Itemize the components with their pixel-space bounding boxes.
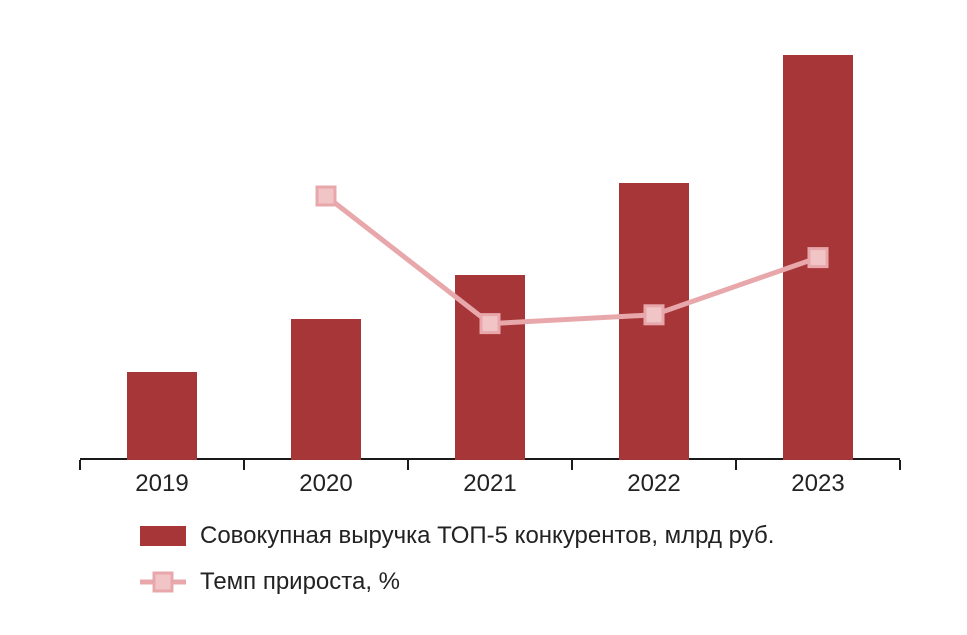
x-label: 2020 bbox=[299, 470, 352, 498]
line-marker bbox=[481, 315, 499, 333]
x-label: 2022 bbox=[627, 470, 680, 498]
x-label: 2021 bbox=[463, 470, 516, 498]
legend-item-bar: Совокупная выручка ТОП-5 конкурентов, мл… bbox=[140, 520, 860, 552]
line-layer bbox=[80, 20, 900, 460]
x-axis-labels: 2019 2020 2021 2022 2023 bbox=[80, 466, 900, 506]
line-marker bbox=[317, 187, 335, 205]
legend-item-line: Темп прироста, % bbox=[140, 566, 860, 598]
line-marker bbox=[809, 249, 827, 267]
x-label: 2019 bbox=[135, 470, 188, 498]
legend-label-bar: Совокупная выручка ТОП-5 конкурентов, мл… bbox=[200, 522, 774, 550]
line-marker bbox=[645, 306, 663, 324]
x-label: 2023 bbox=[791, 470, 844, 498]
plot-area bbox=[80, 20, 900, 460]
legend-label-line: Темп прироста, % bbox=[200, 568, 400, 596]
legend-swatch-bar bbox=[140, 526, 186, 546]
legend-swatch-line bbox=[140, 572, 186, 592]
legend: Совокупная выручка ТОП-5 конкурентов, мл… bbox=[140, 520, 860, 612]
legend-line-icon bbox=[140, 572, 186, 592]
combo-chart: 2019 2020 2021 2022 2023 Совокупная выручка … bbox=[0, 0, 967, 635]
growth-line bbox=[326, 196, 818, 324]
